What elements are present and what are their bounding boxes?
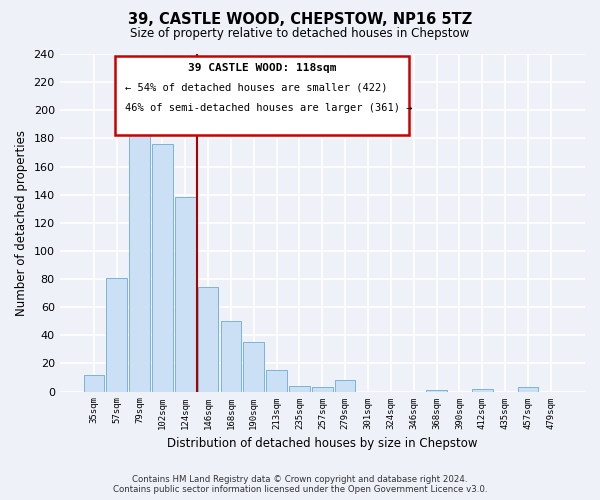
Bar (198, 288, 218, 392)
Bar (175, 198, 196, 392)
Text: Size of property relative to detached houses in Chepstow: Size of property relative to detached ho… (130, 28, 470, 40)
Bar (106, 278, 127, 392)
Bar (427, 390, 447, 392)
Text: Contains HM Land Registry data © Crown copyright and database right 2024.
Contai: Contains HM Land Registry data © Crown c… (113, 474, 487, 494)
Bar (289, 386, 310, 392)
Text: ← 54% of detached houses are smaller (422): ← 54% of detached houses are smaller (42… (125, 82, 388, 92)
Bar (518, 388, 538, 392)
FancyBboxPatch shape (115, 56, 409, 135)
Bar (335, 380, 355, 392)
Text: 39 CASTLE WOOD: 118sqm: 39 CASTLE WOOD: 118sqm (188, 64, 336, 74)
Bar (152, 144, 173, 392)
Bar (129, 120, 150, 392)
Bar (244, 342, 264, 392)
Bar (472, 388, 493, 392)
Bar (266, 370, 287, 392)
Bar (83, 374, 104, 392)
Text: 46% of semi-detached houses are larger (361) →: 46% of semi-detached houses are larger (… (125, 103, 413, 113)
X-axis label: Distribution of detached houses by size in Chepstow: Distribution of detached houses by size … (167, 437, 478, 450)
Bar (312, 388, 332, 392)
Text: 39, CASTLE WOOD, CHEPSTOW, NP16 5TZ: 39, CASTLE WOOD, CHEPSTOW, NP16 5TZ (128, 12, 472, 28)
Y-axis label: Number of detached properties: Number of detached properties (15, 130, 28, 316)
Bar (221, 321, 241, 392)
